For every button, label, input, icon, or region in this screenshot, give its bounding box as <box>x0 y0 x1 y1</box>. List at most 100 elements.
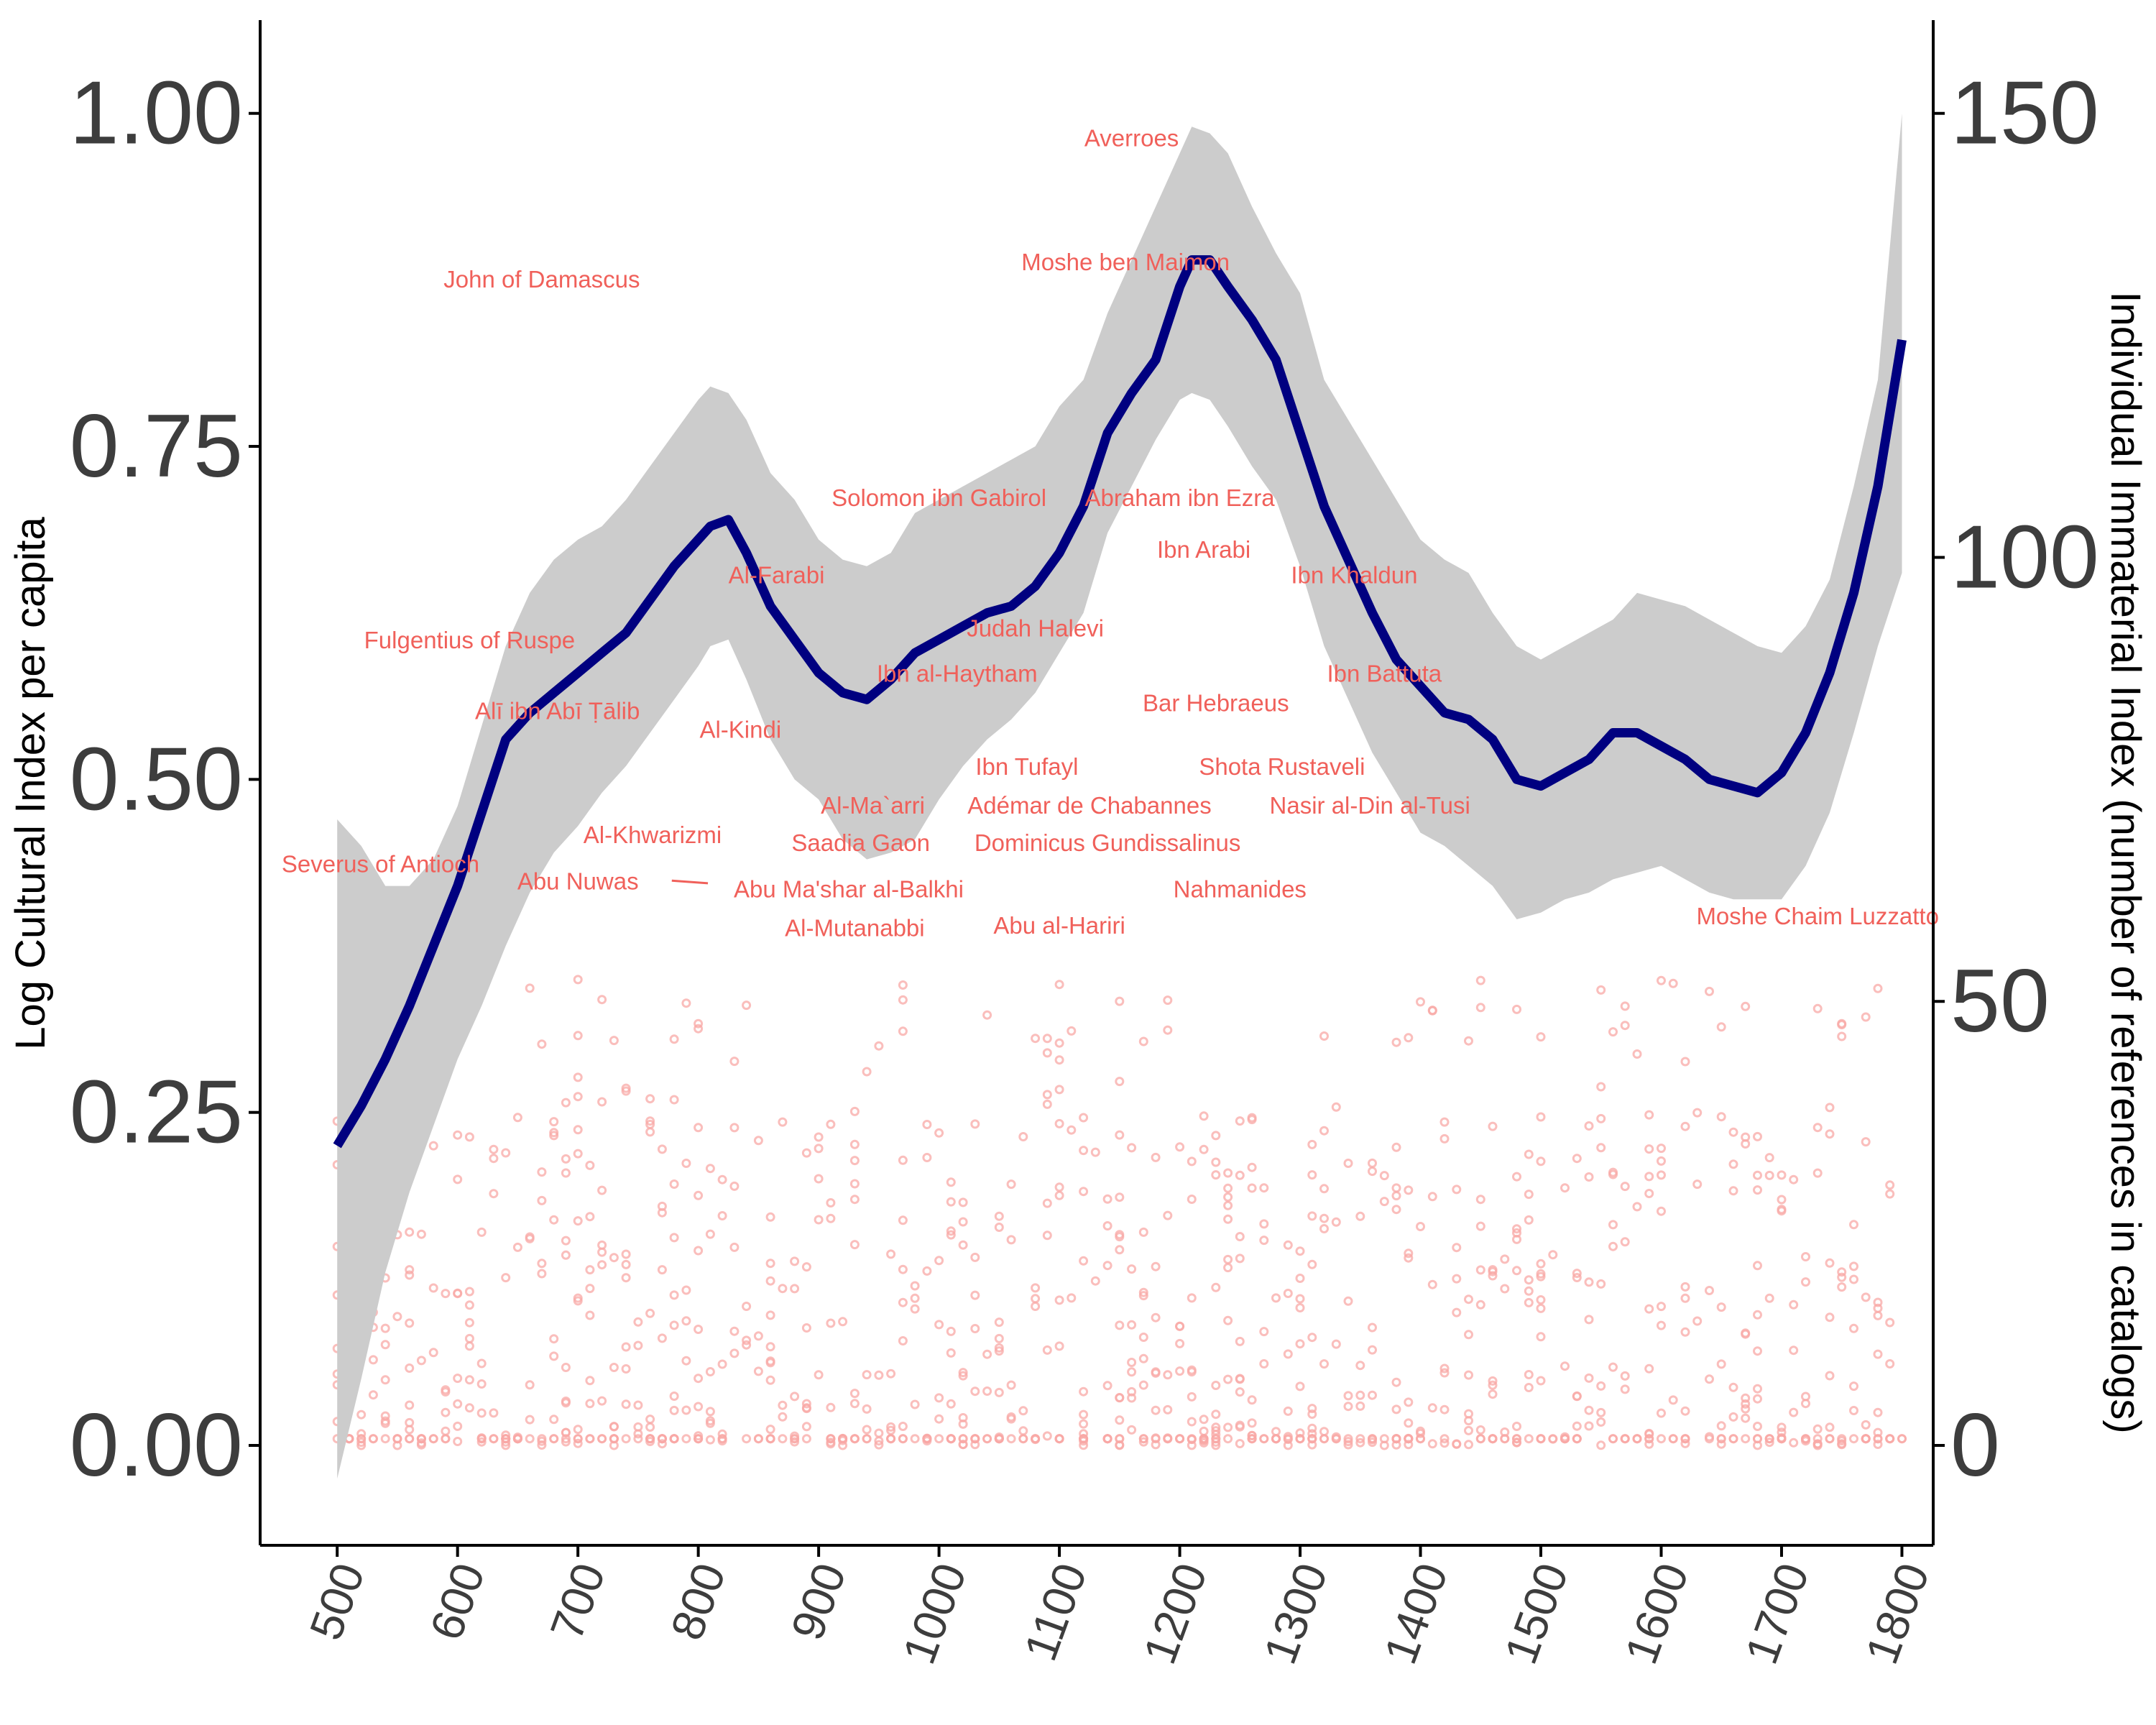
scatter-point <box>1789 1438 1799 1448</box>
scatter-point <box>549 1128 559 1138</box>
scatter-point <box>898 1422 908 1431</box>
scatter-point <box>1199 1111 1209 1121</box>
scatter-point <box>1692 1316 1703 1326</box>
scatter-point <box>1054 1341 1064 1351</box>
scatter-point <box>1416 997 1425 1007</box>
scatter-point <box>1163 1370 1173 1380</box>
scatter-point <box>1247 1115 1257 1125</box>
scatter-point <box>1452 1243 1462 1253</box>
scatter-point <box>1849 1274 1858 1284</box>
scatter-point <box>801 1434 811 1444</box>
scatter-point <box>657 1439 667 1449</box>
scatter-point <box>1741 1434 1751 1444</box>
scatter-point <box>380 1411 390 1421</box>
scatter-point <box>1439 1368 1450 1378</box>
annotation-label: Adémar de Chabannes <box>967 792 1211 819</box>
scatter-point <box>537 1269 547 1279</box>
scatter-point <box>694 1018 704 1029</box>
scatter-point <box>1054 1118 1064 1128</box>
scatter-point <box>573 1434 583 1444</box>
scatter-point <box>1668 1434 1678 1444</box>
scatter-point <box>849 1139 860 1149</box>
scatter-point <box>1764 1434 1774 1444</box>
scatter-point <box>1079 1146 1089 1156</box>
scatter-point <box>681 1356 691 1366</box>
scatter-point <box>1475 1221 1485 1231</box>
trend-line <box>333 255 1907 1149</box>
scatter-point <box>1657 1144 1666 1154</box>
scatter-point <box>1560 1434 1570 1444</box>
scatter-point <box>1452 1439 1462 1449</box>
scatter-point <box>621 1083 631 1093</box>
scatter-point <box>453 1374 463 1384</box>
scatter-point <box>1657 1206 1666 1216</box>
scatter-point <box>1295 1339 1305 1349</box>
scatter-point <box>1151 1433 1161 1443</box>
scatter-point <box>778 1412 788 1422</box>
scatter-point <box>1680 1293 1690 1303</box>
scatter-point <box>645 1308 655 1318</box>
scatter-point <box>1223 1315 1233 1325</box>
scatter-point <box>549 1215 559 1225</box>
scatter-point <box>525 1414 535 1425</box>
scatter-point <box>1728 1159 1738 1169</box>
scatter-point <box>464 1375 474 1385</box>
scatter-point <box>1657 1434 1666 1444</box>
scatter-point <box>585 1212 595 1222</box>
scatter-point <box>1584 1315 1594 1325</box>
scatter-point <box>1127 1425 1137 1435</box>
scatter-point <box>946 1326 956 1336</box>
scatter-point <box>1235 1116 1245 1126</box>
scatter-point <box>1283 1406 1293 1416</box>
scatter-point <box>1067 1125 1077 1135</box>
scatter-point <box>657 1144 667 1154</box>
scatter-point <box>790 1434 800 1444</box>
scatter-point <box>898 980 908 990</box>
scatter-point <box>1825 1103 1835 1113</box>
scatter-point <box>464 1317 474 1328</box>
scatter-point <box>1524 1383 1534 1392</box>
scatter-point <box>1753 1131 1762 1141</box>
scatter-point <box>1006 1179 1016 1190</box>
scatter-point <box>1849 1220 1858 1230</box>
scatter-point <box>1849 1434 1858 1444</box>
scatter-point <box>464 1403 474 1413</box>
x-tick-label: 1200 <box>1133 1557 1217 1670</box>
scatter-point <box>1596 1440 1606 1450</box>
scatter-point <box>549 1414 559 1425</box>
scatter-point <box>1295 1274 1305 1283</box>
scatter-point <box>1079 1434 1089 1444</box>
scatter-point <box>1572 1273 1582 1282</box>
annotation-label: Severus of Antioch <box>282 851 479 878</box>
scatter-point <box>898 1026 908 1036</box>
scatter-point <box>1536 1271 1546 1282</box>
scatter-point <box>368 1355 378 1365</box>
scatter-point <box>1355 1361 1365 1371</box>
scatter-point <box>585 1310 595 1320</box>
scatter-point <box>1596 1407 1606 1417</box>
scatter-point <box>1536 1434 1546 1444</box>
scatter-point <box>1741 1404 1751 1414</box>
scatter-point <box>1753 1434 1762 1444</box>
scatter-point <box>1042 1048 1052 1058</box>
scatter-point <box>1885 1359 1895 1368</box>
scatter-point <box>1705 1432 1714 1442</box>
scatter-point <box>1488 1121 1498 1131</box>
scatter-point <box>1825 1312 1835 1322</box>
scatter-point <box>1283 1440 1293 1450</box>
scatter-point <box>970 1440 980 1450</box>
scatter-point <box>597 1396 607 1406</box>
scatter-point <box>1368 1158 1377 1168</box>
scatter-point <box>609 1036 619 1046</box>
scatter-point <box>441 1434 451 1444</box>
scatter-point <box>356 1434 367 1444</box>
scatter-point <box>561 1236 571 1246</box>
scatter-point <box>1548 1434 1558 1444</box>
scatter-point <box>1608 1220 1618 1230</box>
annotation-label: Moshe ben Maimon <box>1021 249 1230 275</box>
scatter-point <box>1439 1133 1450 1144</box>
scatter-point <box>898 1264 908 1274</box>
scatter-point <box>1259 1219 1269 1229</box>
scatter-point <box>778 1117 788 1127</box>
scatter-point <box>970 1434 980 1444</box>
